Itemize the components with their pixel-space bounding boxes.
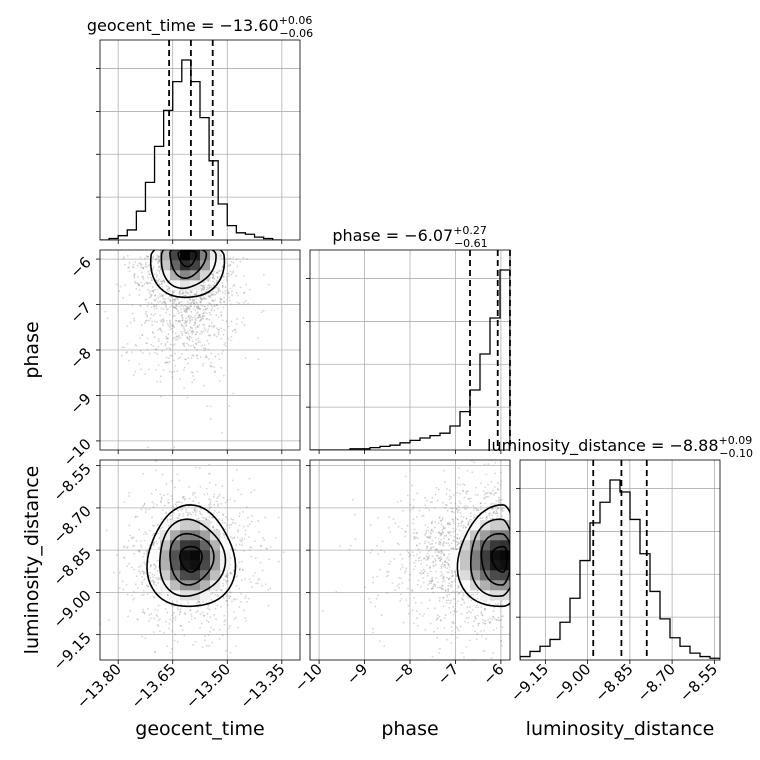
contour-2 <box>470 518 510 598</box>
y-tick-label: −9.15 <box>50 629 95 674</box>
x-tick-label: −8.55 <box>676 660 721 705</box>
contour-2 <box>160 250 217 290</box>
x-tick-label: −13.65 <box>128 660 180 712</box>
contour-3 <box>146 504 237 608</box>
y-tick-label: −8 <box>66 344 94 372</box>
y-axis-label-luminosity_distance: luminosity_distance <box>21 466 43 655</box>
contour-1 <box>169 532 215 586</box>
x-tick-label: −13.50 <box>182 660 234 712</box>
x-tick-label: −9 <box>343 660 371 688</box>
y-tick-label: −8.85 <box>50 544 95 589</box>
title-luminosity_distance: luminosity_distance = −8.88+0.09 −0.10 <box>487 434 753 460</box>
panel-phase-vs-luminosity_distance: −10 −9 −8 −7 −6 <box>291 459 511 695</box>
panel-frame <box>99 39 301 241</box>
contour-0 <box>179 545 203 573</box>
panel-geocent_time-vs-luminosity_distance: −13.80 −13.65 −13.50 −13.35 −9.15−9.00−8.85−… <box>50 459 301 712</box>
panel-phase-hist <box>306 249 511 454</box>
x-tick-label: −8.85 <box>591 660 636 705</box>
x-tick-label: −6 <box>479 660 507 688</box>
contour-0 <box>490 545 508 573</box>
y-tick-label: −9 <box>66 390 94 418</box>
y-tick-label: −9.00 <box>50 586 95 631</box>
panel-luminosity_distance-hist: −9.15−9.00−8.85−8.70−8.55 <box>507 459 721 705</box>
contour-1 <box>169 250 208 280</box>
contour-2 <box>159 518 227 598</box>
histogram-phase <box>310 269 510 450</box>
contour-0 <box>177 250 198 268</box>
x-tick-label: −9.15 <box>507 660 552 705</box>
x-axis-label-phase: phase <box>381 718 438 740</box>
x-tick-label: −8.70 <box>634 660 679 705</box>
contour-3 <box>149 250 226 299</box>
title-geocent_time: geocent_time = −13.60+0.06 −0.06 <box>87 14 313 40</box>
y-tick-label: −8.70 <box>50 502 95 547</box>
histogram-luminosity_distance <box>520 479 720 660</box>
contour-3 <box>456 504 510 608</box>
panel-frame <box>519 459 721 661</box>
y-tick-label: −6 <box>66 253 94 281</box>
panel-geocent_time-hist <box>96 39 301 244</box>
panel-geocent_time-vs-phase: −10−9−8−7−6 <box>60 249 301 470</box>
title-phase: phase = −6.07+0.27 −0.61 <box>332 224 487 250</box>
x-tick-label: −9.00 <box>549 660 594 705</box>
x-axis-label-luminosity_distance: luminosity_distance <box>526 718 715 740</box>
contour-1 <box>480 532 510 586</box>
x-tick-label: −10 <box>291 660 326 695</box>
x-tick-label: −8 <box>388 660 416 688</box>
x-tick-label: −13.80 <box>73 660 125 712</box>
x-axis-label-geocent_time: geocent_time <box>135 718 264 740</box>
y-tick-label: −7 <box>66 299 94 327</box>
x-tick-label: −7 <box>434 660 462 688</box>
x-tick-label: −13.35 <box>237 660 289 712</box>
y-axis-label-phase: phase <box>21 321 43 378</box>
panel-frame <box>99 459 301 661</box>
